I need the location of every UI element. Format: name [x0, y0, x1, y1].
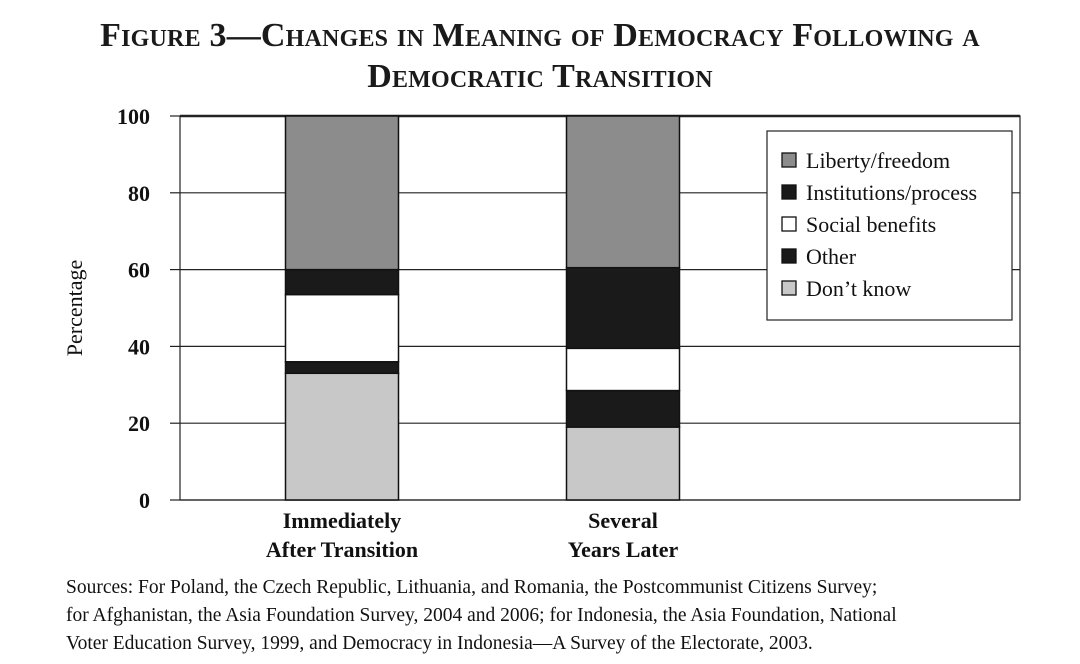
legend-swatch-institutions-process [781, 184, 797, 200]
y-tick-label-100: 100 [117, 104, 150, 129]
bar-2-institutions-process [565, 266, 681, 350]
legend-label-other: Other [806, 244, 857, 269]
bar-2-dont-know [565, 426, 681, 501]
bar-1-social-benefits [284, 293, 400, 363]
legend-swatch-liberty-freedom [781, 152, 797, 168]
sources-line-2: for Afghanistan, the Asia Foundation Sur… [66, 605, 897, 626]
y-tick-label-60: 60 [128, 258, 150, 283]
bar-2-other [565, 389, 681, 428]
legend-label-dont-know: Don’t know [806, 276, 911, 301]
legend-swatch-dont-know [781, 280, 797, 296]
sources-line-3: Voter Education Survey, 1999, and Democr… [66, 633, 813, 654]
x-tick-label-2-line-2: Years Later [568, 537, 679, 562]
y-tick-label-0: 0 [139, 488, 150, 513]
x-tick-label-1-line-1: Immediately [283, 508, 402, 533]
bar-1-dont-know [284, 372, 400, 501]
y-tick-label-80: 80 [128, 181, 150, 206]
bar-1-liberty-freedom [284, 115, 400, 271]
y-axis-label: Percentage [62, 260, 87, 357]
stacked-bar-chart: 0 20 40 60 80 100 Percentage Immediately After T… [62, 104, 1021, 562]
y-tick-label-20: 20 [128, 411, 150, 436]
bar-1-institutions-process [284, 268, 400, 296]
bar-2-liberty-freedom [565, 115, 681, 269]
legend-swatch-social-benefits [781, 216, 797, 232]
y-tick-label-40: 40 [128, 334, 150, 359]
chart-title-line2: Democratic Transition [367, 58, 713, 95]
x-tick-label-2-line-1: Several [588, 508, 658, 533]
legend-label-social-benefits: Social benefits [806, 212, 936, 237]
bar-1-other [284, 361, 400, 375]
sources-line-1: Sources: For Poland, the Czech Republic,… [66, 577, 878, 598]
sources-note: Sources: For Poland, the Czech Republic,… [66, 574, 1026, 658]
legend-label-institutions-process: Institutions/process [806, 180, 977, 205]
legend-box [766, 130, 1013, 321]
chart-title-line1: Figure 3—Changes in Meaning of Democracy… [100, 17, 980, 54]
x-tick-label-1-line-2: After Transition [266, 537, 418, 562]
legend-swatch-other [781, 248, 797, 264]
bar-2-social-benefits [565, 347, 681, 392]
legend-label-liberty-freedom: Liberty/freedom [806, 148, 950, 173]
